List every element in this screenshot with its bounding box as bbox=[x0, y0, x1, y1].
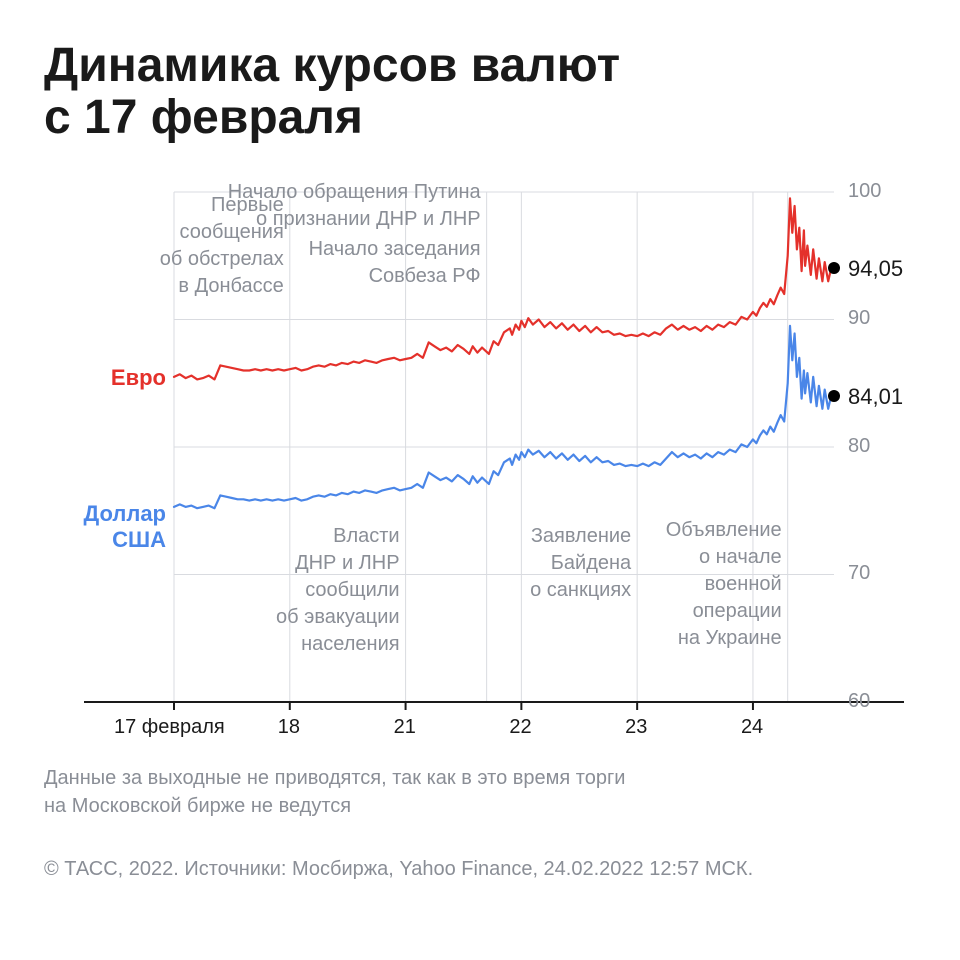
chart-area: 60 70 80 90 100 17 февраля 18 21 22 23 24 94,05 84,0… bbox=[44, 182, 916, 742]
series-end-dot bbox=[828, 390, 840, 402]
annotation-a4: Начало заседанияСовбеза РФ bbox=[309, 236, 481, 290]
x-tick-label: 21 bbox=[394, 716, 416, 739]
x-tick-label: 18 bbox=[278, 716, 300, 739]
series-end-label: 94,05 bbox=[848, 256, 903, 282]
series-end-dot bbox=[828, 262, 840, 274]
y-tick-label: 100 bbox=[848, 180, 881, 203]
annotation-a5: ЗаявлениеБайденао санкциях bbox=[530, 523, 631, 604]
chart-title: Динамика курсов валютс 17 февраля bbox=[44, 40, 916, 144]
x-tick-label: 22 bbox=[509, 716, 531, 739]
annotation-a3: Начало обращения Путинао признании ДНР и… bbox=[228, 179, 481, 233]
x-tick-label: 23 bbox=[625, 716, 647, 739]
y-tick-label: 60 bbox=[848, 690, 870, 713]
x-tick-label: 24 bbox=[741, 716, 763, 739]
series-label: ДолларСША bbox=[84, 501, 166, 553]
annotation-a6: Объявлениео началевоеннойоперациина Укра… bbox=[666, 517, 782, 652]
chart-container: Динамика курсов валютс 17 февраля 60 70 80… bbox=[0, 0, 960, 960]
series-label: Евро bbox=[111, 365, 166, 391]
series-end-label: 84,01 bbox=[848, 384, 903, 410]
x-tick-label: 17 февраля bbox=[114, 716, 225, 739]
y-tick-label: 80 bbox=[848, 435, 870, 458]
chart-source: © ТАСС, 2022. Источники: Мосбиржа, Yahoo… bbox=[44, 858, 916, 881]
y-tick-label: 90 bbox=[848, 307, 870, 330]
chart-note: Данные за выходные не приводятся, так ка… bbox=[44, 764, 916, 820]
y-tick-label: 70 bbox=[848, 562, 870, 585]
annotation-a2: ВластиДНР и ЛНРсообщилиоб эвакуациинасел… bbox=[276, 523, 400, 658]
